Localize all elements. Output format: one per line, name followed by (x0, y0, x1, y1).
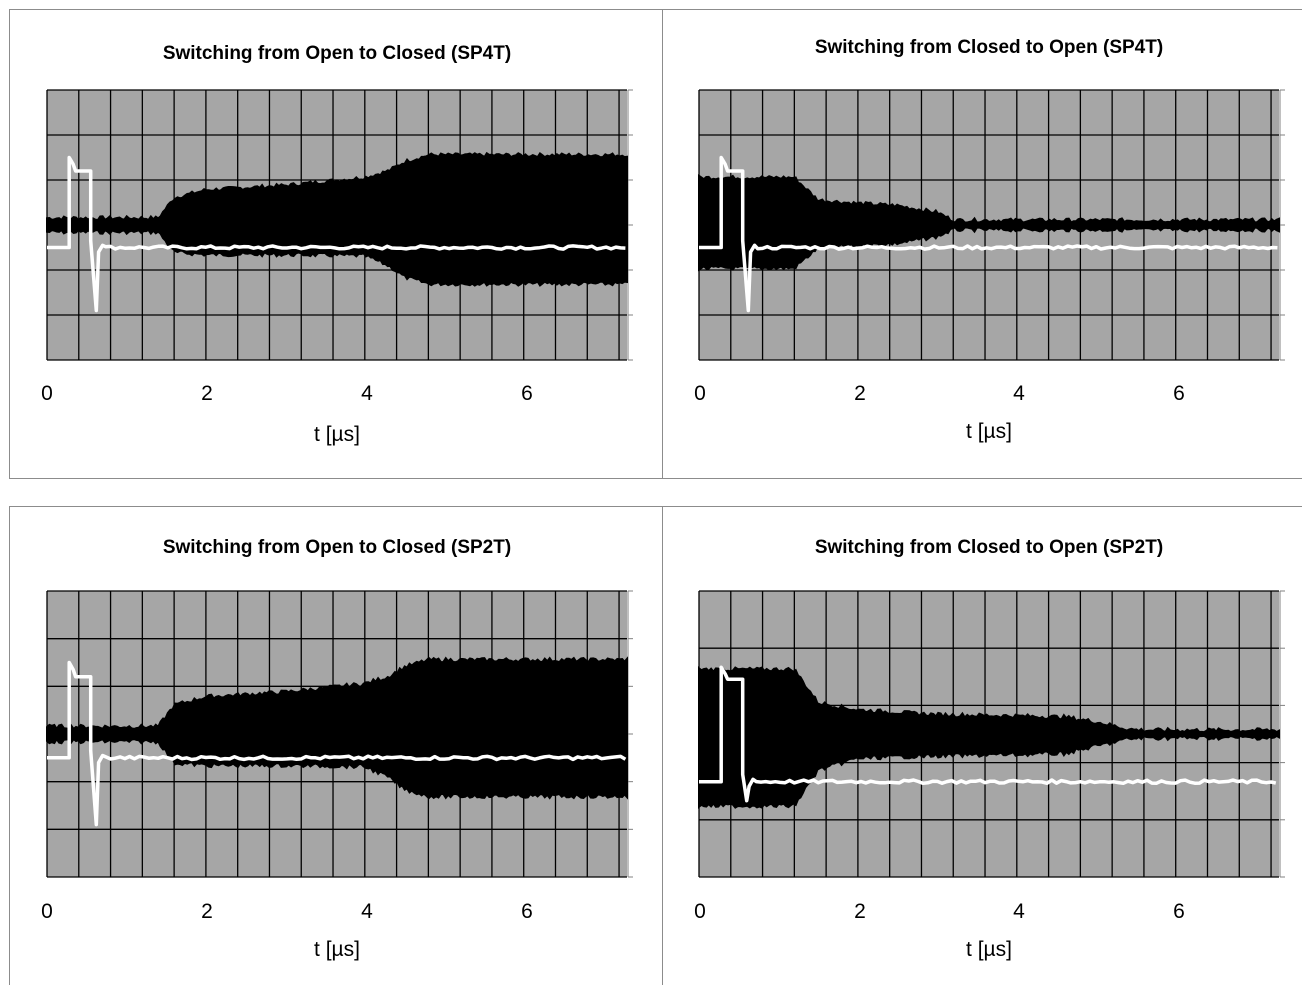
x-tick-label: 2 (854, 382, 866, 405)
x-tick-label: 4 (1013, 900, 1025, 923)
chart-title: Switching from Open to Closed (SP2T) (163, 537, 511, 558)
x-tick-label: 0 (41, 382, 53, 405)
chart-svg-4: Switching from Closed to Open (SP2T) t [µ… (694, 537, 1285, 961)
chart-panel-2: Switching from Closed to Open (SP4T) t [µ… (662, 9, 1302, 479)
x-tick-label: 0 (41, 900, 53, 923)
chart-panel-1: Switching from Open to Closed (SP4T) t [µ… (9, 9, 663, 479)
x-tick-label: 6 (521, 900, 533, 923)
x-tick-label: 2 (854, 900, 866, 923)
chart-panel-3: Switching from Open to Closed (SP2T) t [µ… (9, 506, 663, 985)
series-control-pulse (47, 155, 626, 313)
chart-title: Switching from Closed to Open (SP4T) (815, 37, 1163, 58)
chart-svg-1: Switching from Open to Closed (SP4T) t [µ… (41, 43, 633, 446)
series-control-pulse (699, 665, 1277, 803)
x-tick-label: 0 (694, 900, 706, 923)
chart-svg-3: Switching from Open to Closed (SP2T) t [µ… (41, 537, 633, 961)
right-axis (1279, 89, 1285, 361)
x-axis-label: t [µs] (314, 938, 360, 961)
x-axis-label: t [µs] (966, 938, 1012, 961)
right-axis (627, 89, 633, 361)
x-tick-label: 4 (361, 900, 373, 923)
series-rf-envelope (698, 174, 1280, 272)
right-axis (627, 590, 633, 878)
x-tick-label: 6 (1173, 382, 1185, 405)
x-tick-label: 0 (694, 382, 706, 405)
series-rf-envelope (46, 151, 628, 287)
chart-title: Switching from Open to Closed (SP4T) (163, 43, 511, 64)
series-rf-envelope (698, 666, 1280, 809)
series-control-pulse (699, 155, 1278, 313)
x-tick-label: 6 (521, 382, 533, 405)
chart-panel-4: Switching from Closed to Open (SP2T) t [µ… (662, 506, 1302, 985)
right-axis (1279, 590, 1285, 878)
x-axis-label: t [µs] (314, 423, 360, 446)
x-tick-label: 4 (1013, 382, 1025, 405)
series-control-pulse (47, 660, 627, 827)
x-tick-label: 4 (361, 382, 373, 405)
chart-title: Switching from Closed to Open (SP2T) (815, 537, 1163, 558)
chart-svg-2: Switching from Closed to Open (SP4T) t [µ… (694, 37, 1285, 443)
series-rf-envelope (46, 656, 628, 800)
x-axis-label: t [µs] (966, 420, 1012, 443)
x-tick-label: 2 (201, 382, 213, 405)
x-tick-label: 6 (1173, 900, 1185, 923)
x-tick-label: 2 (201, 900, 213, 923)
